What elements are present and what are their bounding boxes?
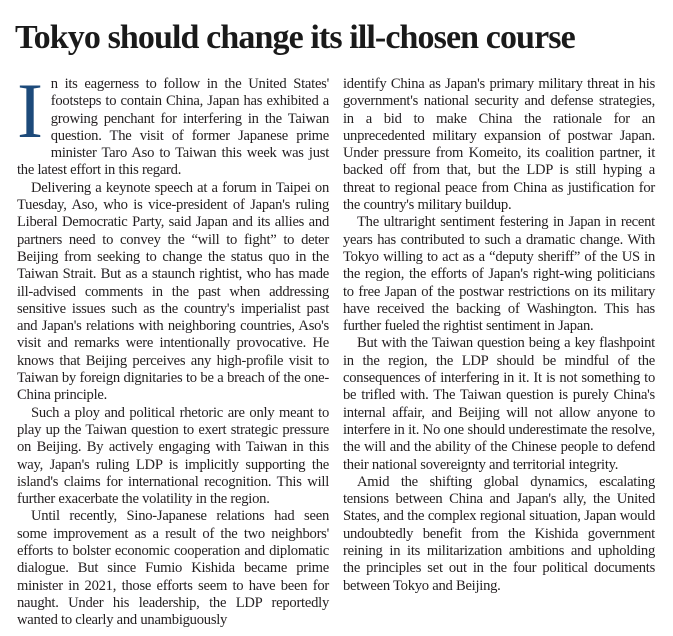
article-paragraph-continued: identify China as Japan's primary milita…	[343, 76, 655, 214]
paragraph-text: n its eagerness to follow in the United …	[17, 76, 329, 179]
article-title: Tokyo should change its ill-chosen cours…	[15, 19, 576, 56]
article-paragraph: The ultraright sentiment festering in Ja…	[343, 214, 655, 335]
article-paragraph: But with the Taiwan question being a key…	[343, 335, 655, 473]
drop-cap: I	[17, 67, 43, 154]
article-paragraph: Amid the shifting global dynamics, escal…	[343, 473, 655, 594]
article-paragraph: Until recently, Sino-Japanese relations …	[17, 508, 329, 629]
article-paragraph: Delivering a keynote speech at a forum i…	[17, 179, 329, 404]
article-paragraph: Such a ploy and political rhetoric are o…	[17, 404, 329, 508]
article-column-right: identify China as Japan's primary milita…	[343, 76, 655, 595]
